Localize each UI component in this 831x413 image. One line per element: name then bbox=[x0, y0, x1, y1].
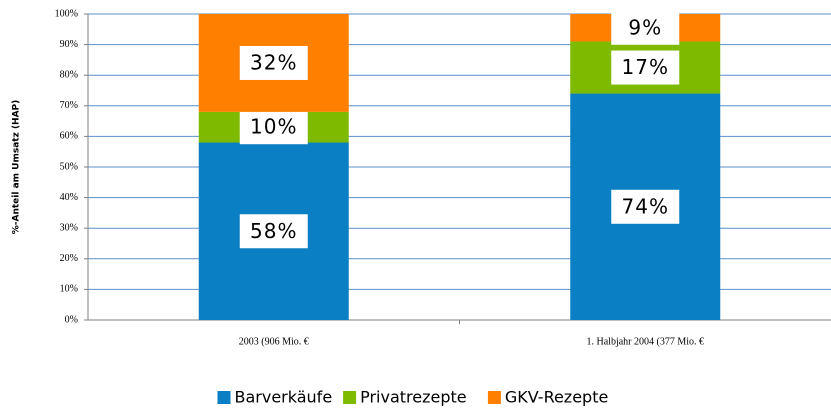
value-label-box bbox=[239, 214, 308, 249]
legend-swatch bbox=[343, 391, 357, 404]
value-label-box bbox=[239, 45, 308, 80]
x-tick-label: 1. Halbjahr 2004 (377 Mio. € bbox=[587, 336, 705, 347]
legend-label: GKV-Rezepte bbox=[505, 388, 608, 407]
y-tick-label: 60% bbox=[60, 131, 78, 142]
value-label-box bbox=[239, 110, 308, 145]
y-axis-label: %-Anteil am Umsatz (HAP) bbox=[12, 100, 22, 235]
y-tick-label: 0% bbox=[65, 314, 78, 325]
value-label: 58% bbox=[250, 219, 297, 243]
y-tick-label: 10% bbox=[60, 284, 78, 295]
value-label-box bbox=[611, 189, 680, 224]
legend-label: Barverkäufe bbox=[235, 388, 333, 407]
y-tick-label: 70% bbox=[60, 100, 78, 111]
y-tick-label: 50% bbox=[60, 161, 78, 172]
y-tick-label: 40% bbox=[60, 192, 78, 203]
legend-swatch bbox=[487, 391, 501, 404]
legend-swatch bbox=[217, 391, 231, 404]
value-label-box bbox=[611, 50, 680, 85]
y-tick-label: 80% bbox=[60, 69, 78, 80]
y-tick-label: 20% bbox=[60, 253, 78, 264]
y-tick-label: 100% bbox=[55, 8, 78, 19]
value-label: 9% bbox=[628, 15, 662, 39]
value-label: 74% bbox=[622, 194, 669, 218]
y-tick-label: 30% bbox=[60, 222, 78, 233]
value-label: 17% bbox=[622, 55, 669, 79]
x-tick-label: 2003 (906 Mio. € bbox=[239, 336, 309, 347]
value-label: 32% bbox=[250, 50, 297, 74]
y-tick-label: 90% bbox=[60, 39, 78, 50]
value-label-box bbox=[611, 10, 680, 45]
value-label: 10% bbox=[250, 115, 297, 139]
legend-label: Privatrezepte bbox=[360, 388, 467, 407]
